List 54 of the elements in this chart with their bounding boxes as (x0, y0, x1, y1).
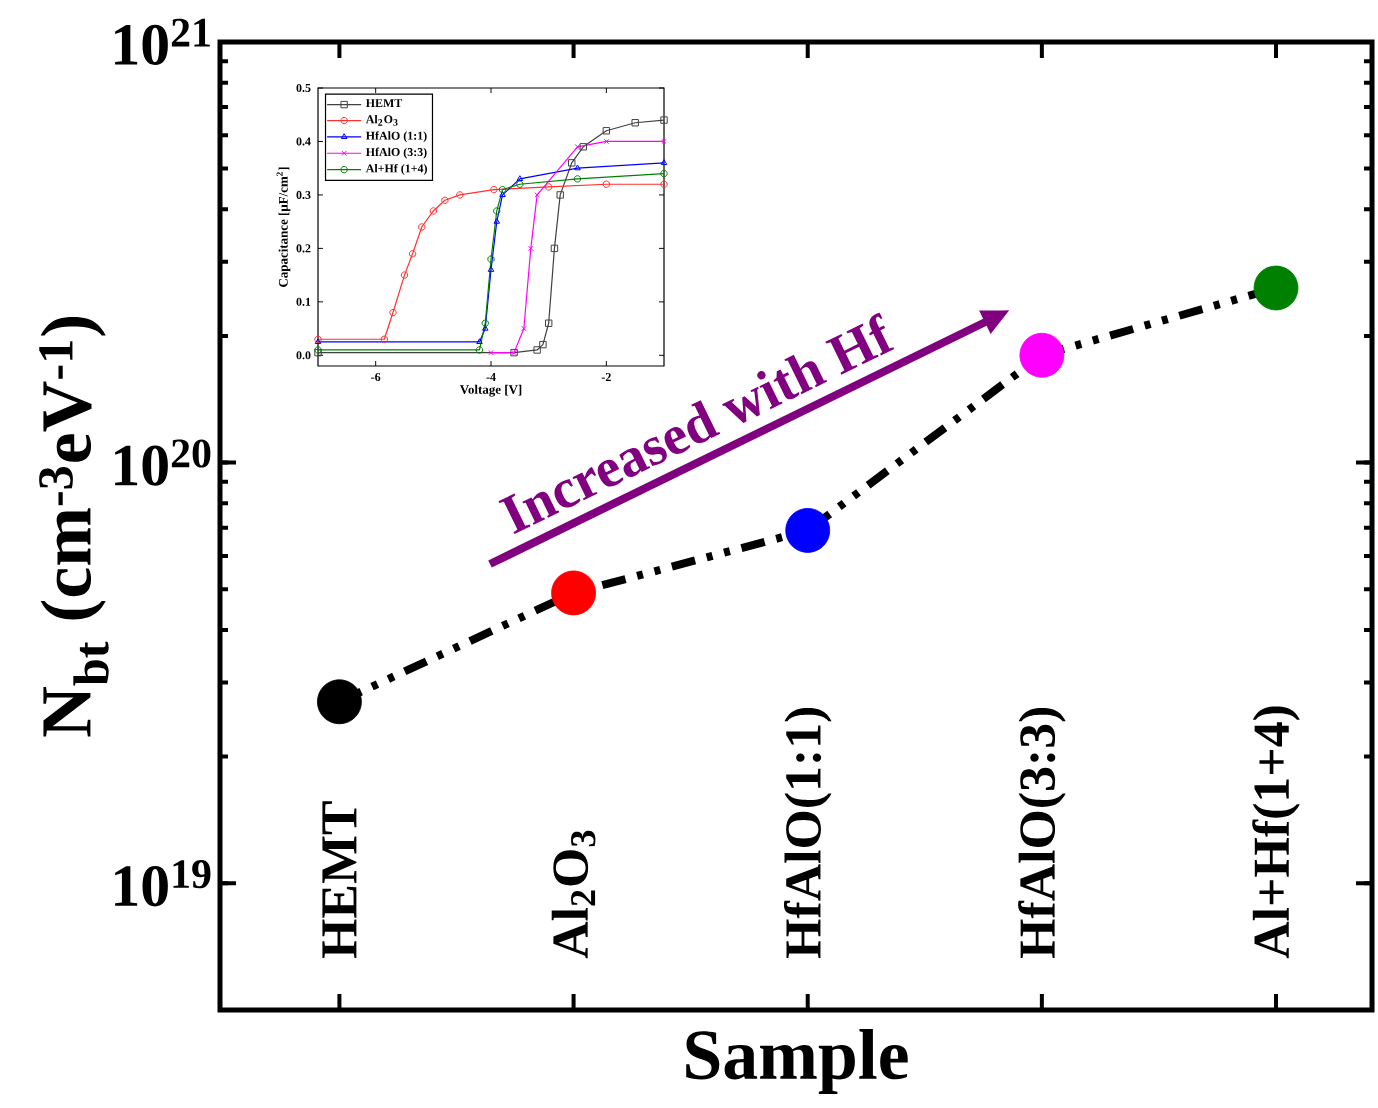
x-tick-label: HfAlO(3:3) (1018, 707, 1066, 958)
x-tick-label: Al+Hf(1+4) (1252, 706, 1300, 959)
point (785, 507, 831, 553)
point (380, 335, 389, 343)
point (550, 244, 559, 253)
point (544, 183, 553, 191)
point (516, 180, 524, 188)
point (602, 127, 611, 135)
point (481, 324, 489, 331)
y-axis-title: N$_{bt}$ (cm$^{-3}$eV$^{-1}$) (39, 317, 109, 737)
point (481, 319, 489, 327)
point (490, 185, 498, 194)
point (602, 180, 611, 188)
y-tick-label: 10$^{19}$ (115, 860, 211, 907)
point (317, 679, 362, 725)
point (544, 319, 553, 327)
point (533, 346, 541, 354)
point (476, 338, 483, 345)
x-tick-label: Al$_{2}$O$_{3}$ (551, 830, 596, 959)
point (487, 255, 495, 263)
point (573, 175, 582, 183)
point (568, 159, 576, 167)
point (516, 175, 524, 181)
y-tick-label: 10$^{20}$ (115, 439, 211, 486)
point (556, 191, 564, 199)
point (441, 196, 449, 204)
point (389, 308, 397, 317)
point (456, 191, 464, 199)
point (534, 192, 540, 198)
point (579, 143, 587, 151)
point (539, 340, 547, 349)
x-axis-title: Sample (686, 1028, 908, 1094)
point (1019, 332, 1065, 378)
point (498, 185, 507, 194)
point (408, 250, 417, 258)
point (418, 223, 426, 231)
point (574, 164, 581, 171)
point (493, 207, 501, 215)
point (499, 191, 506, 198)
y-tick-label: 10$^{21}$ (115, 18, 210, 66)
x-tick-label: HEMT (322, 801, 357, 958)
point (487, 266, 495, 272)
point (521, 325, 527, 332)
point (551, 570, 596, 616)
point (528, 245, 534, 252)
point (429, 207, 438, 215)
point (574, 144, 581, 150)
point (400, 271, 409, 279)
point (603, 138, 610, 145)
point (475, 346, 484, 354)
point (1253, 265, 1299, 311)
point (631, 119, 639, 127)
point (493, 217, 501, 224)
x-tick-label: HfAlO(1:1) (783, 707, 832, 958)
